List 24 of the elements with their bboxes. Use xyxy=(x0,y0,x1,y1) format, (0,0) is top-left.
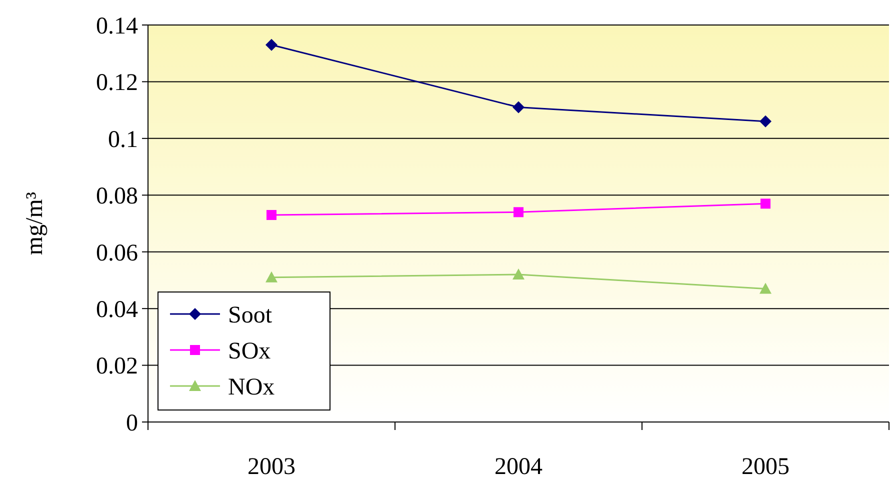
x-tick-label: 2004 xyxy=(494,454,542,477)
y-axis-title: mg/m³ xyxy=(22,192,48,256)
y-tick-label: 0.04 xyxy=(96,296,138,323)
point xyxy=(514,207,524,218)
legend-label: NOx xyxy=(228,374,275,400)
legend-label: Soot xyxy=(228,302,272,328)
point xyxy=(266,271,278,282)
x-tick-label: 2005 xyxy=(742,454,790,477)
y-tick-label: 0.02 xyxy=(96,354,138,380)
x-tick-label: 2003 xyxy=(248,454,296,477)
legend-label: SOx xyxy=(228,338,271,364)
y-tick-label: 0.1 xyxy=(108,126,138,153)
point xyxy=(266,38,278,51)
y-tick-label: 0.14 xyxy=(96,13,138,40)
point xyxy=(512,101,524,114)
y-tick-label: 0.12 xyxy=(96,70,138,96)
point xyxy=(266,210,276,220)
point xyxy=(760,282,772,294)
point xyxy=(760,198,770,209)
point xyxy=(760,115,772,128)
y-tick-label: 0 xyxy=(126,410,138,436)
point xyxy=(512,268,524,280)
y-tick-label: 0.06 xyxy=(96,240,138,266)
y-tick-label: 0.08 xyxy=(96,184,138,210)
